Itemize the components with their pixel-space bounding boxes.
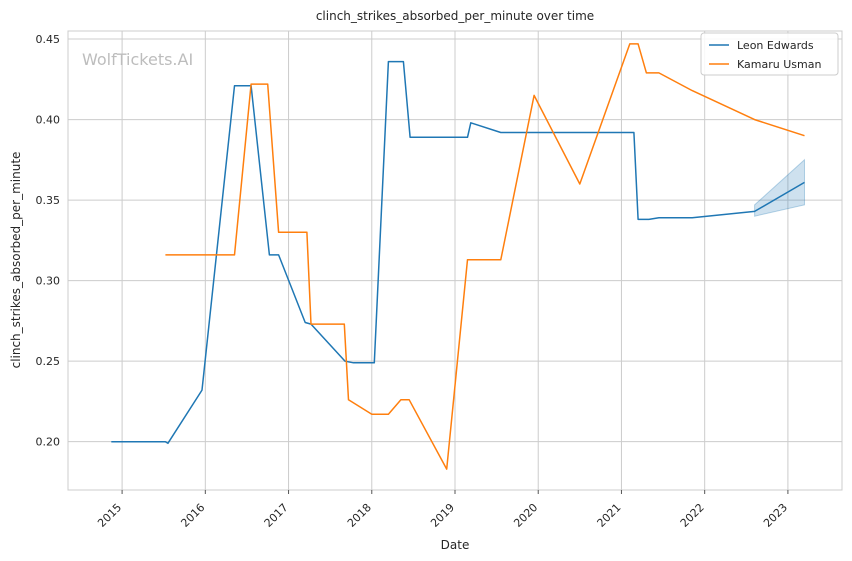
y-tick-label-0-40: 0.40 [36,114,61,127]
confidence-band-layer [754,158,805,217]
x-tick-label-2022: 2022 [678,501,707,530]
y-tick-label-0-30: 0.30 [36,275,61,288]
watermark-text: WolfTickets.AI [82,50,193,69]
legend-label-kamaru-usman: Kamaru Usman [737,58,821,71]
y-axis-ticks: 0.20 0.25 0.30 0.35 0.40 0.45 [36,33,61,449]
x-tick-label-2019: 2019 [428,501,457,530]
x-axis-ticks: 2015 2016 2017 2018 2019 2020 2021 2022 2023 [95,490,790,530]
y-axis-label: clinch_strikes_absorbed_per_minute [9,152,23,369]
x-tick-label-2016: 2016 [178,501,207,530]
x-tick-label-2018: 2018 [345,501,374,530]
legend-box [700,32,839,76]
x-tick-label-2021: 2021 [595,501,624,530]
y-tick-label-0-35: 0.35 [36,194,61,207]
x-axis-label: Date [441,538,470,552]
x-tick-label-2017: 2017 [262,501,291,530]
legend-label-leon-edwards: Leon Edwards [737,39,814,52]
chart-title: clinch_strikes_absorbed_per_minute over … [316,9,594,23]
x-tick-label-2023: 2023 [761,501,790,530]
y-tick-label-0-25: 0.25 [36,355,61,368]
series-line-leon-edwards [111,60,805,445]
legend: Leon Edwards Kamaru Usman [700,32,839,76]
grid-lines [68,31,842,490]
confidence-band-leon-edwards [754,158,805,217]
y-tick-label-0-20: 0.20 [36,436,61,449]
x-tick-label-2020: 2020 [511,501,540,530]
series-layer [111,43,805,470]
y-tick-label-0-45: 0.45 [36,33,61,46]
x-tick-label-2015: 2015 [95,501,124,530]
series-line-kamaru-usman [165,43,805,470]
